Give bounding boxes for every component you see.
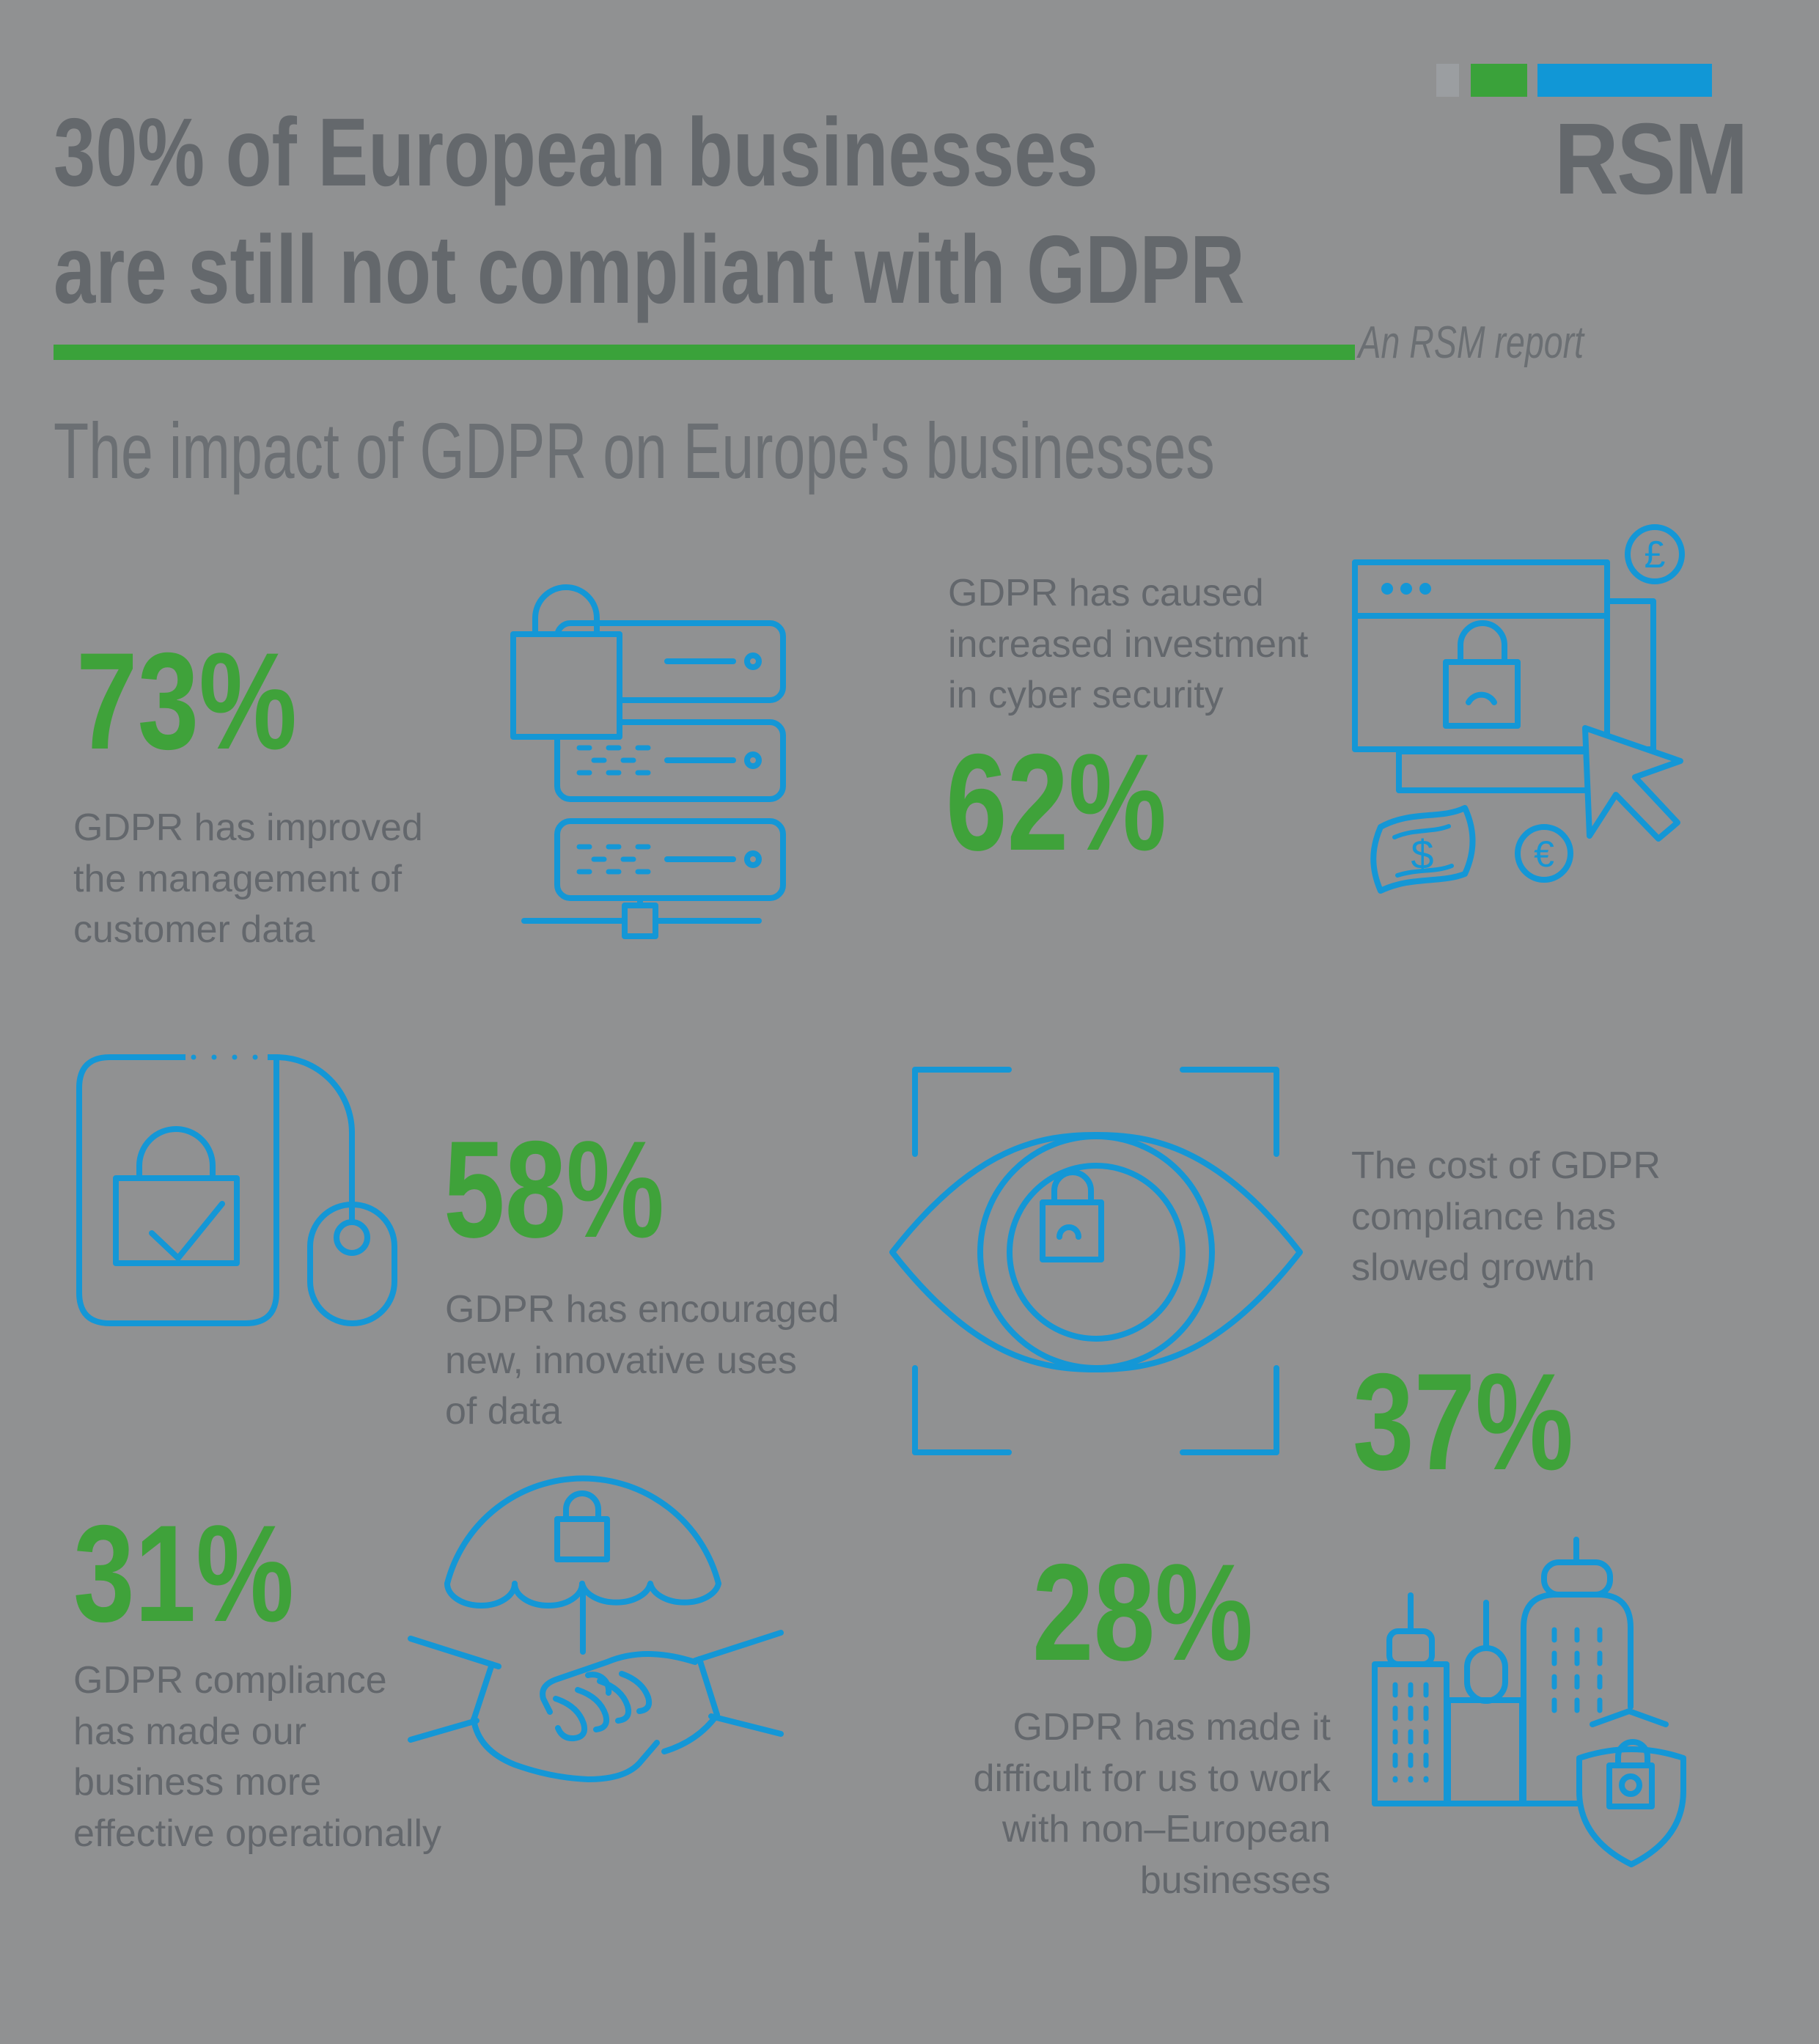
stat-58-value: 58% (444, 1112, 665, 1266)
green-underline (54, 345, 1355, 360)
logo-gray-bar (1436, 64, 1459, 97)
svg-text:€: € (1534, 834, 1554, 875)
stat-37-caption: The cost of GDPR compliance has slowed g… (1351, 1144, 1661, 1290)
report-label: An RSM report (1358, 317, 1584, 368)
logo-green-bar (1471, 64, 1527, 97)
stat-62-value: 62% (946, 725, 1167, 879)
logo-blue-bar (1537, 64, 1712, 97)
svg-text:$: $ (1411, 831, 1433, 878)
stat-73-value: 73% (76, 624, 298, 778)
stat-31-caption: GDPR compliance has made our business mo… (73, 1659, 442, 1856)
city-shield-icon (1372, 1537, 1686, 1867)
umbrella-handshake-icon (408, 1475, 784, 1782)
stat-73-caption: GDPR has improved the management of cust… (73, 806, 423, 952)
secure-browser-investment-icon: £ $ € (1352, 524, 1685, 894)
page-title-line2: are still not compliant with GDPR (54, 216, 1245, 323)
page-subtitle: The impact of GDPR on Europe's businesse… (54, 406, 1215, 495)
rsm-logo: RSM (1554, 103, 1749, 216)
server-lock-icon (510, 584, 786, 939)
document-lock-mouse-icon (76, 1051, 397, 1326)
stat-31-value: 31% (73, 1496, 295, 1650)
eye-lock-icon (889, 1067, 1303, 1455)
stat-62-caption: GDPR has caused increased investment in … (948, 572, 1309, 717)
stat-28-value: 28% (1032, 1535, 1254, 1689)
page-title-line1: 30% of European businesses (54, 98, 1098, 206)
stat-37-value: 37% (1353, 1345, 1574, 1499)
stat-28-caption: GDPR has made it difficult for us to wor… (973, 1706, 1331, 1903)
stat-58-caption: GDPR has encouraged new, innovative uses… (445, 1288, 839, 1433)
svg-text:£: £ (1645, 534, 1666, 576)
